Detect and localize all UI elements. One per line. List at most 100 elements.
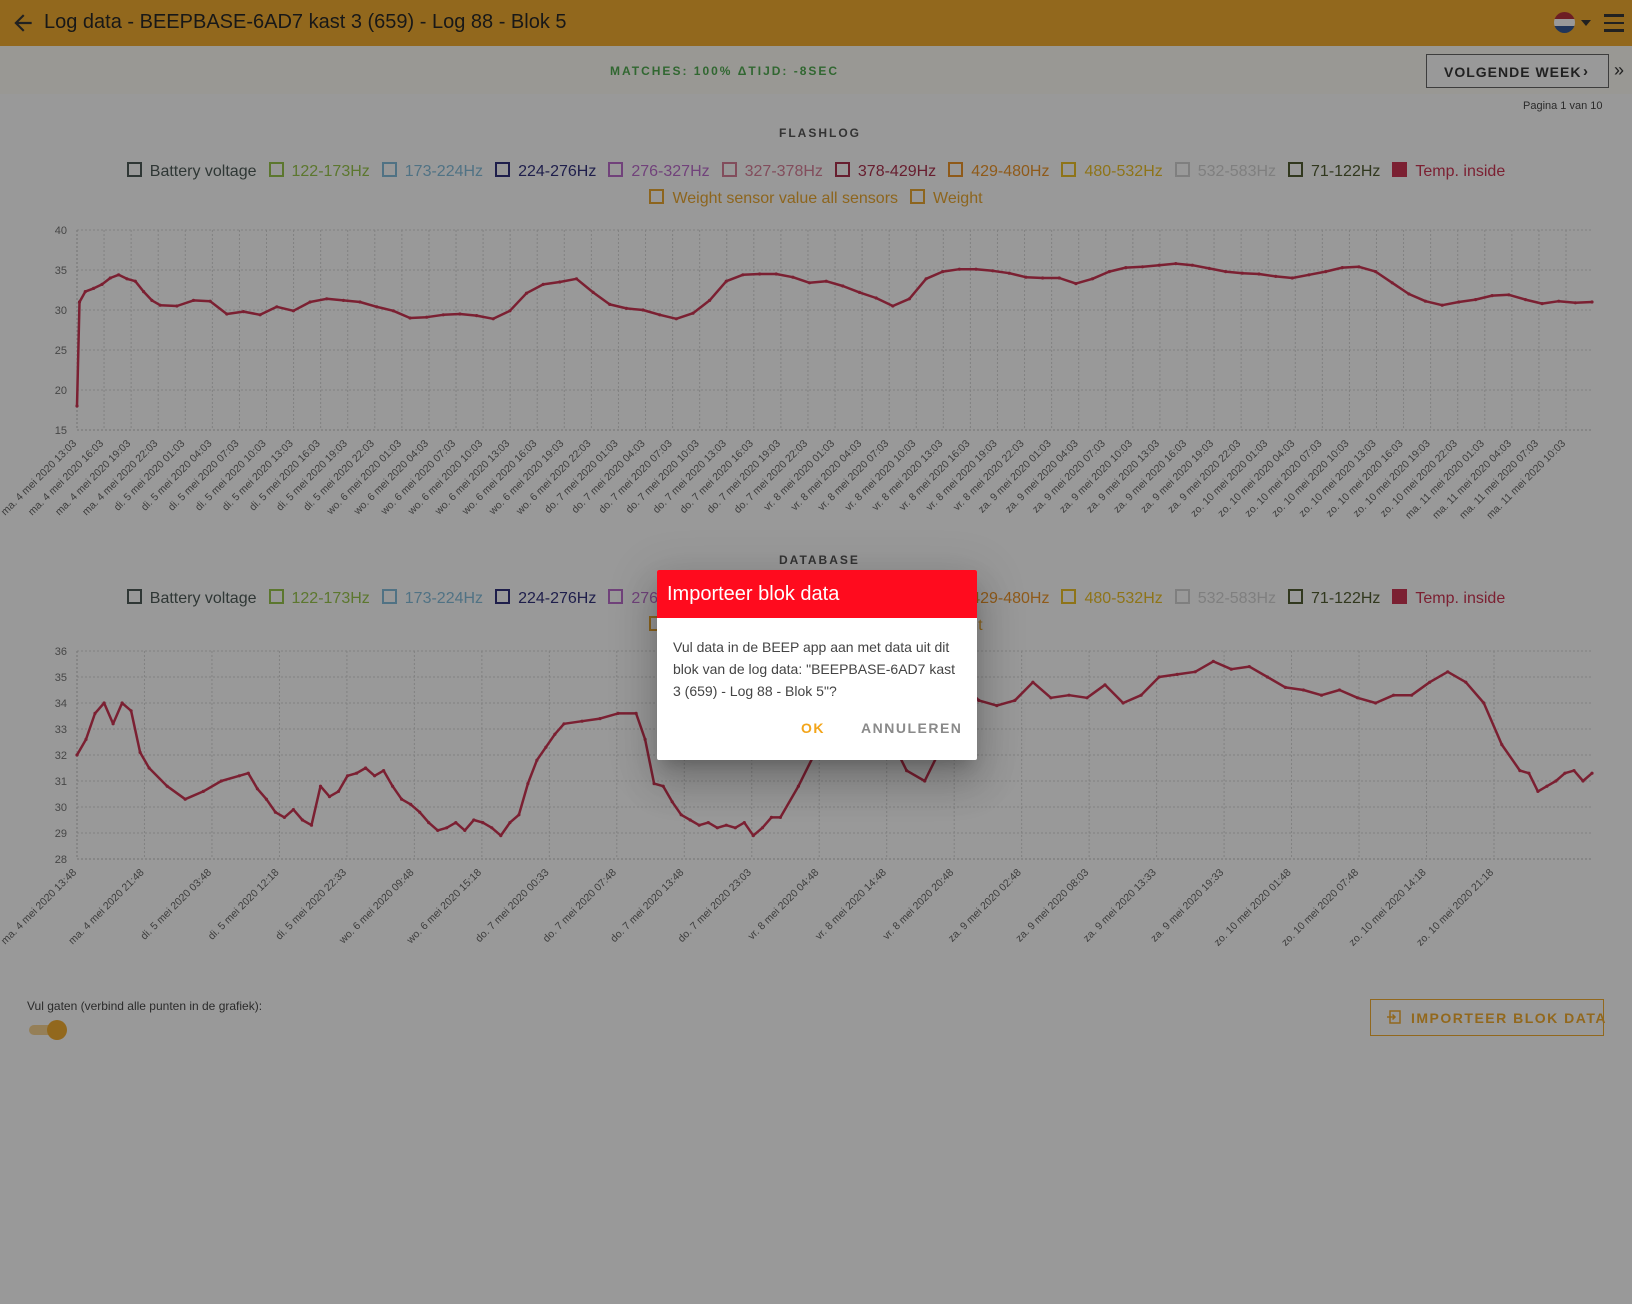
checkbox-empty-icon: [126, 589, 142, 604]
checkbox-empty-icon: [721, 162, 737, 177]
import-block-data-button[interactable]: IMPORTEER BLOK DATA: [1370, 999, 1607, 1036]
import-block-data-label: IMPORTEER BLOK DATA: [1411, 1010, 1607, 1026]
data-point: [1590, 771, 1594, 775]
data-point: [891, 304, 895, 308]
chevron-right-icon: ›: [1583, 63, 1589, 80]
next-week-label: VOLGENDE WEEK: [1444, 64, 1582, 80]
checkbox-empty-icon: [495, 162, 511, 177]
data-point: [624, 306, 629, 310]
data-point: [391, 309, 395, 313]
data-point: [77, 300, 82, 304]
y-tick-label: 35: [55, 672, 67, 684]
legend-item[interactable]: Weight sensor value all sensors: [649, 189, 898, 209]
dialog-cancel-button[interactable]: ANNULEREN: [861, 720, 963, 736]
data-point: [708, 298, 712, 302]
legend-item[interactable]: Battery voltage: [126, 589, 257, 609]
legend-item[interactable]: 71-122Hz: [1288, 162, 1380, 182]
data-point: [1324, 270, 1328, 274]
legend-item[interactable]: 480-532Hz: [1061, 589, 1163, 609]
dialog-ok-button[interactable]: OK: [801, 720, 825, 736]
data-point: [907, 297, 912, 301]
fill-gaps-toggle[interactable]: [29, 1020, 67, 1040]
legend-item[interactable]: Battery voltage: [126, 162, 257, 182]
data-point: [291, 309, 295, 313]
data-point: [517, 813, 521, 817]
legend-item[interactable]: 480-532Hz: [1061, 162, 1163, 182]
legend-item[interactable]: 173-224Hz: [381, 162, 483, 182]
data-point: [791, 275, 795, 279]
data-point: [1500, 743, 1504, 747]
checkbox-empty-icon: [948, 162, 964, 177]
next-week-button[interactable]: VOLGENDE WEEK ›: [1426, 54, 1609, 88]
data-point: [1224, 270, 1228, 274]
legend-item[interactable]: 173-224Hz: [381, 589, 483, 609]
data-point: [977, 698, 981, 702]
language-flag-icon[interactable]: [1554, 12, 1575, 33]
legend-item[interactable]: Temp. inside: [1392, 162, 1505, 182]
data-point: [441, 313, 445, 317]
legend-item[interactable]: 122-173Hz: [268, 162, 370, 182]
data-point: [1473, 298, 1478, 302]
legend-item[interactable]: 276-327Hz: [608, 162, 710, 182]
legend-label: 378-429Hz: [857, 163, 937, 180]
hamburger-menu-icon[interactable]: [1604, 14, 1624, 32]
data-point: [995, 704, 999, 708]
data-point: [1457, 300, 1461, 304]
legend-item[interactable]: 532-583Hz: [1174, 589, 1276, 609]
data-point: [1041, 276, 1045, 280]
data-point: [83, 290, 87, 294]
flashlog-chart-title: FLASHLOG: [779, 126, 861, 140]
data-point: [445, 826, 449, 830]
data-point: [309, 823, 314, 827]
data-point: [1407, 292, 1411, 296]
legend-item[interactable]: 224-276Hz: [495, 162, 596, 182]
data-point: [1307, 273, 1311, 277]
data-point: [129, 709, 133, 713]
data-point: [715, 826, 719, 830]
data-point: [679, 813, 683, 817]
data-point: [117, 273, 121, 277]
checkbox-empty-icon: [381, 162, 397, 177]
data-point: [1174, 262, 1178, 266]
caret-down-icon[interactable]: [1581, 20, 1591, 26]
data-point: [574, 277, 579, 281]
legend-label: Battery voltage: [149, 590, 257, 607]
checkbox-empty-icon: [910, 189, 926, 204]
data-point: [481, 821, 485, 825]
data-point: [1211, 659, 1215, 663]
data-point: [282, 815, 286, 819]
checkbox-empty-icon: [1174, 589, 1190, 604]
data-point: [1290, 276, 1294, 280]
data-point: [641, 308, 645, 312]
legend-item[interactable]: 532-583Hz: [1174, 162, 1276, 182]
data-point: [706, 821, 710, 825]
data-point: [1536, 789, 1540, 793]
legend-item[interactable]: 429-480Hz: [948, 162, 1049, 182]
legend-item[interactable]: 327-378Hz: [721, 162, 823, 182]
data-point: [102, 701, 106, 705]
double-chevron-right-icon[interactable]: »: [1614, 60, 1625, 80]
data-point: [778, 815, 783, 819]
data-point: [475, 314, 479, 318]
data-point: [1581, 779, 1585, 783]
legend-item[interactable]: Weight: [910, 189, 983, 209]
legend-item[interactable]: 122-173Hz: [268, 589, 370, 609]
y-tick-label: 35: [55, 265, 67, 277]
data-point: [616, 711, 620, 715]
legend-item[interactable]: 224-276Hz: [495, 589, 596, 609]
legend-item[interactable]: 378-429Hz: [834, 162, 937, 182]
data-point: [75, 404, 79, 408]
data-point: [92, 286, 96, 290]
data-point: [1247, 665, 1251, 669]
legend-item[interactable]: 71-122Hz: [1288, 589, 1380, 609]
data-point: [341, 298, 345, 302]
legend-item[interactable]: Temp. inside: [1392, 589, 1505, 609]
data-point: [553, 732, 557, 736]
data-point: [1157, 675, 1161, 679]
data-point: [807, 281, 812, 285]
data-point: [463, 828, 467, 832]
data-point: [458, 312, 462, 316]
back-arrow-icon[interactable]: [10, 10, 36, 36]
data-point: [1392, 693, 1396, 697]
